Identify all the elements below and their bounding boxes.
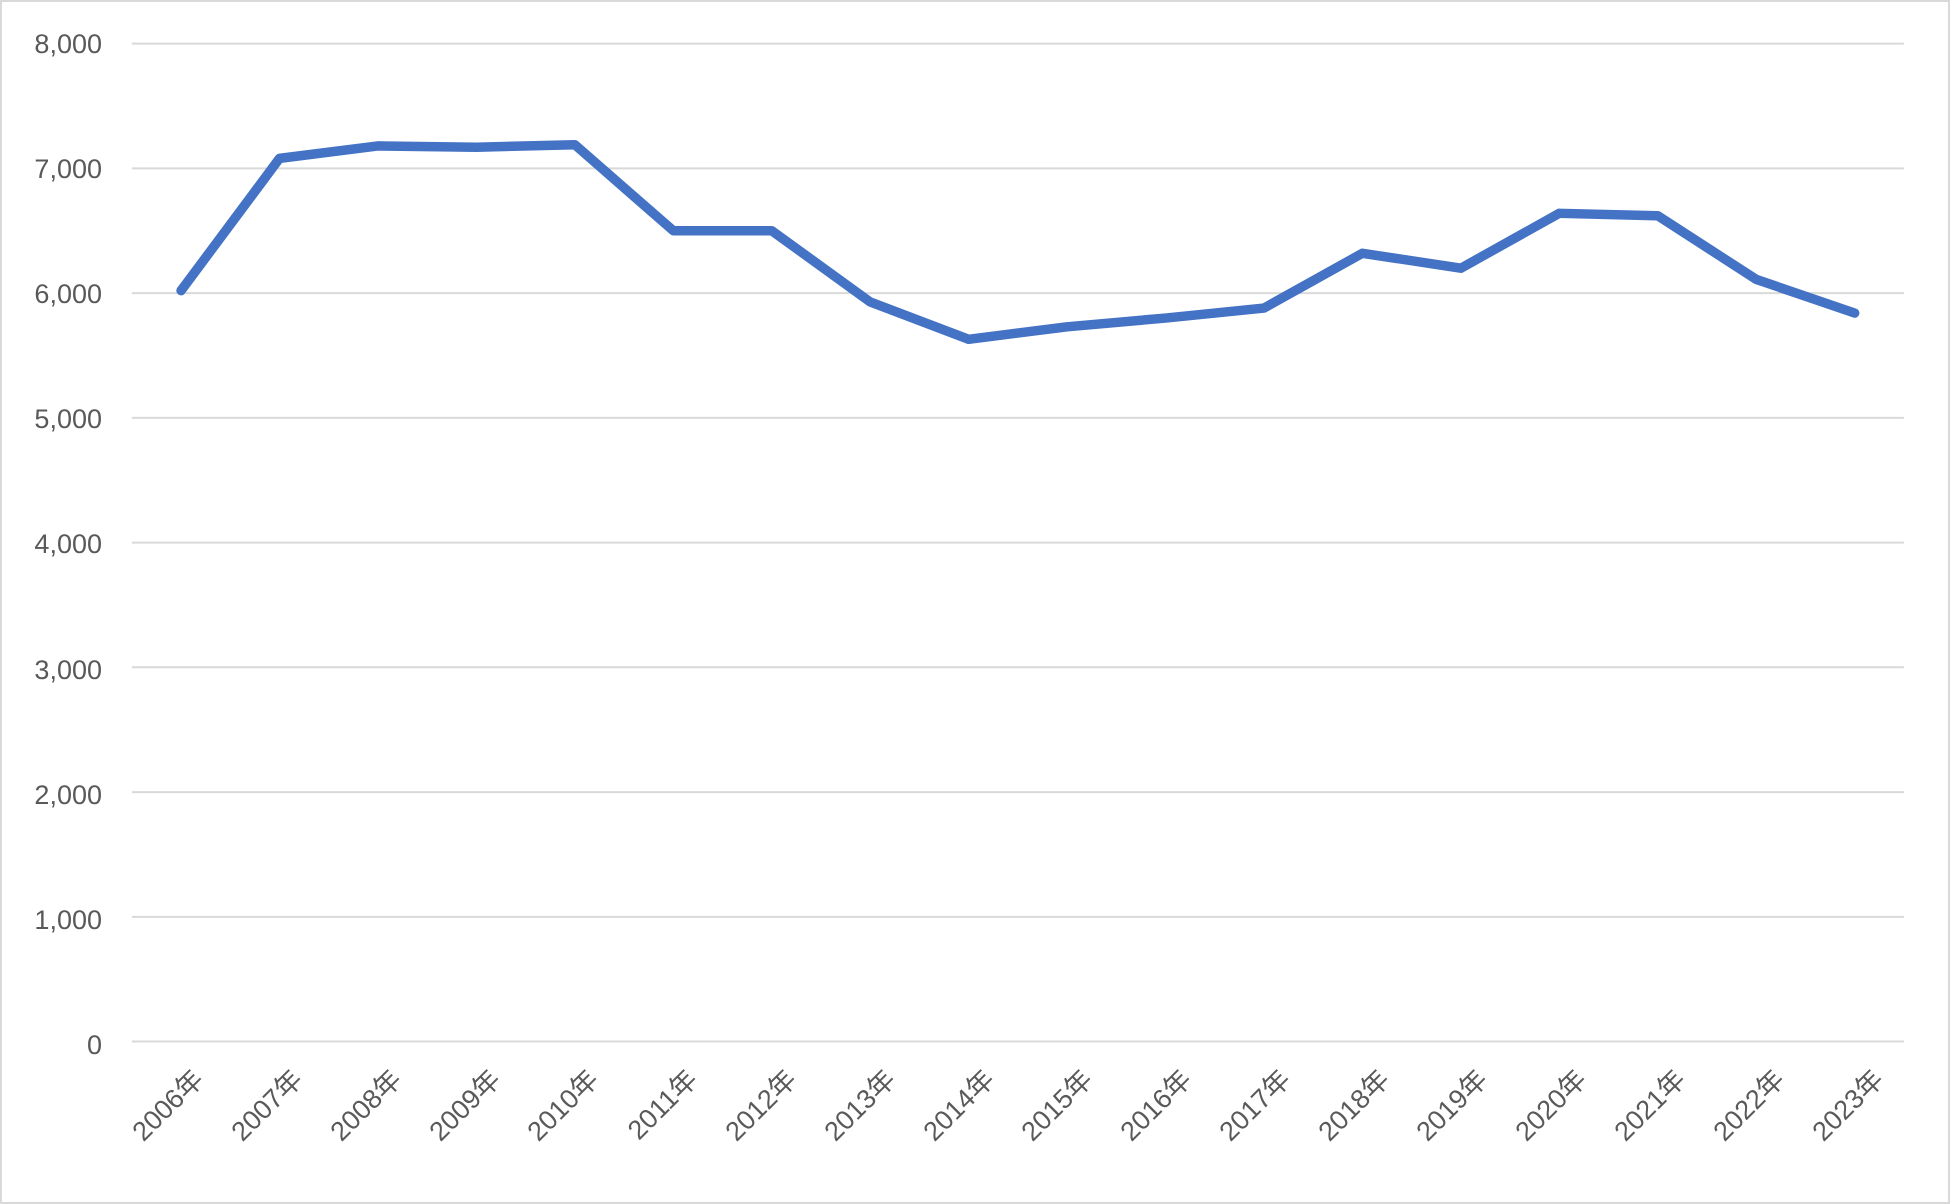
y-axis-tick-label: 2,000 [34,780,102,810]
series-line [176,139,1860,345]
y-axis-tick-label: 3,000 [34,655,102,685]
y-axis-tick-label: 4,000 [34,529,102,559]
y-axis-tick-label: 7,000 [34,154,102,184]
y-axis-tick-label: 1,000 [34,905,102,935]
y-axis-tick-label: 0 [86,1030,102,1060]
y-axis-tick-label: 5,000 [34,404,102,434]
y-axis-tick-label: 8,000 [34,29,102,59]
y-axis-tick-label: 6,000 [34,279,102,309]
